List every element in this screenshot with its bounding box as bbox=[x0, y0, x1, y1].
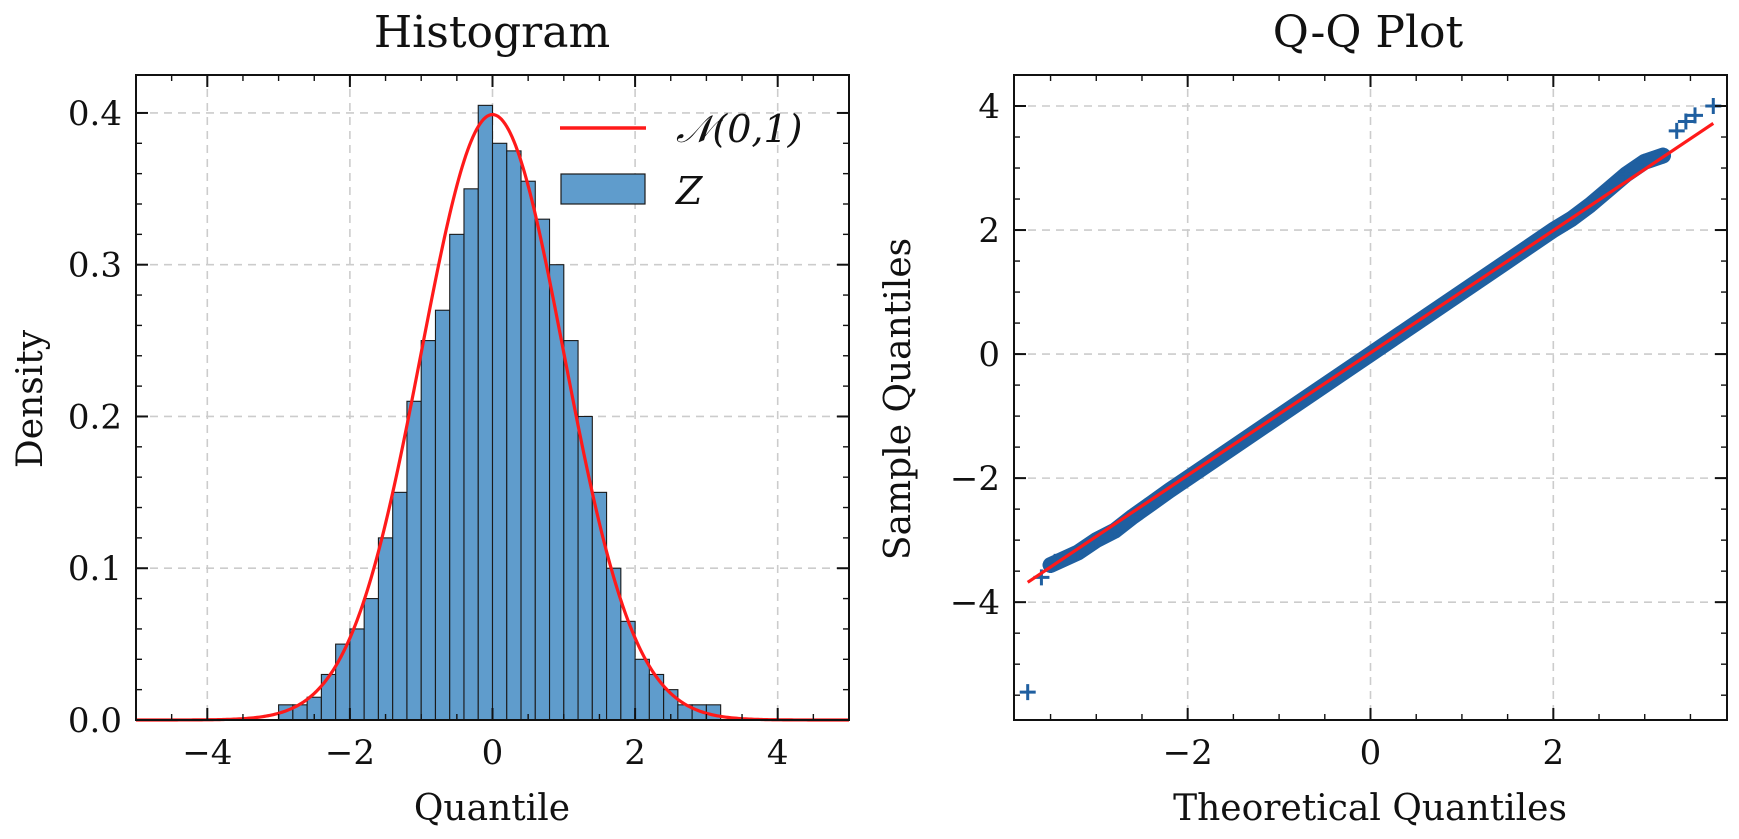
histogram-xtick-label: 0 bbox=[482, 733, 504, 773]
histogram-xtick-label: 4 bbox=[767, 733, 789, 773]
histogram-ytick-label: 0.2 bbox=[68, 397, 122, 437]
legend-label-z: Z bbox=[675, 169, 703, 213]
histogram-title: Histogram bbox=[374, 7, 610, 58]
histogram-xtick-label: −4 bbox=[182, 733, 232, 773]
histogram-bar bbox=[449, 233, 465, 721]
histogram-bar bbox=[406, 400, 422, 721]
histogram-bar bbox=[363, 598, 379, 721]
qq-tick-labels: −2 0 2 −4 −2 0 2 4 bbox=[950, 87, 1564, 773]
histogram-bar bbox=[491, 142, 508, 721]
histogram-ytick-label: 0.0 bbox=[68, 701, 122, 741]
histogram-bar bbox=[377, 537, 394, 721]
histogram-ytick-label: 0.1 bbox=[68, 549, 122, 589]
histogram-bar bbox=[506, 150, 522, 721]
histogram-grid bbox=[136, 75, 849, 720]
qq-reference-line bbox=[1026, 122, 1715, 584]
histogram-bar bbox=[534, 218, 551, 721]
histogram-ylabel: Density bbox=[10, 329, 51, 468]
normal-pdf-line bbox=[136, 112, 849, 722]
qq-title: Q-Q Plot bbox=[1273, 7, 1464, 58]
qq-point bbox=[1687, 107, 1704, 124]
qq-point bbox=[1668, 122, 1685, 139]
histogram-bar bbox=[420, 340, 437, 721]
histogram-bar bbox=[477, 104, 494, 721]
qq-plot-panel: Q-Q Plot Sample Quantiles Theoretical Qu… bbox=[878, 7, 1728, 829]
histogram-xtick-label: 2 bbox=[624, 733, 646, 773]
qq-ytick-label: −4 bbox=[950, 583, 1000, 623]
histogram-panel: Histogram Density Quantile −4 −2 0 2 4 0.0 0.1… bbox=[10, 7, 850, 829]
histogram-xlabel: Quantile bbox=[414, 788, 570, 829]
qq-ytick-label: 2 bbox=[978, 211, 1000, 251]
legend: 𝒩(0,1) Z bbox=[560, 107, 803, 213]
histogram-bars bbox=[278, 104, 722, 721]
histogram-bar bbox=[463, 188, 479, 721]
legend-label-normal: 𝒩(0,1) bbox=[676, 107, 803, 151]
histogram-ytick-label: 0.4 bbox=[68, 94, 122, 134]
histogram-tick-labels: −4 −2 0 2 4 0.0 0.1 0.2 0.3 0.4 bbox=[68, 94, 789, 773]
histogram-ytick-label: 0.3 bbox=[68, 246, 122, 286]
qq-xlabel: Theoretical Quantiles bbox=[1173, 788, 1567, 829]
histogram-bar bbox=[548, 264, 565, 721]
histogram-bar bbox=[349, 628, 365, 721]
qq-point bbox=[1019, 684, 1036, 701]
qq-point bbox=[1677, 113, 1694, 130]
qq-xtick-label: 0 bbox=[1360, 733, 1382, 773]
qq-ytick-label: −2 bbox=[950, 459, 1000, 499]
qq-frame bbox=[1013, 74, 1728, 721]
histogram-bar bbox=[392, 491, 408, 721]
qq-points bbox=[1019, 98, 1722, 701]
histogram-bar bbox=[634, 658, 650, 721]
histogram-bar bbox=[520, 180, 536, 721]
qq-ytick-label: 0 bbox=[978, 335, 1000, 375]
qq-ytick-label: 4 bbox=[978, 87, 1000, 127]
histogram-xtick-label: −2 bbox=[325, 733, 375, 773]
qq-point bbox=[1636, 153, 1653, 170]
legend-bar-swatch bbox=[560, 173, 646, 205]
qq-ylabel: Sample Quantiles bbox=[878, 238, 919, 560]
histogram-frame bbox=[135, 74, 850, 721]
qq-xtick-label: 2 bbox=[1543, 733, 1565, 773]
histogram-bar bbox=[434, 309, 451, 721]
qq-xtick-label: −2 bbox=[1163, 733, 1213, 773]
qq-point bbox=[1618, 166, 1635, 183]
